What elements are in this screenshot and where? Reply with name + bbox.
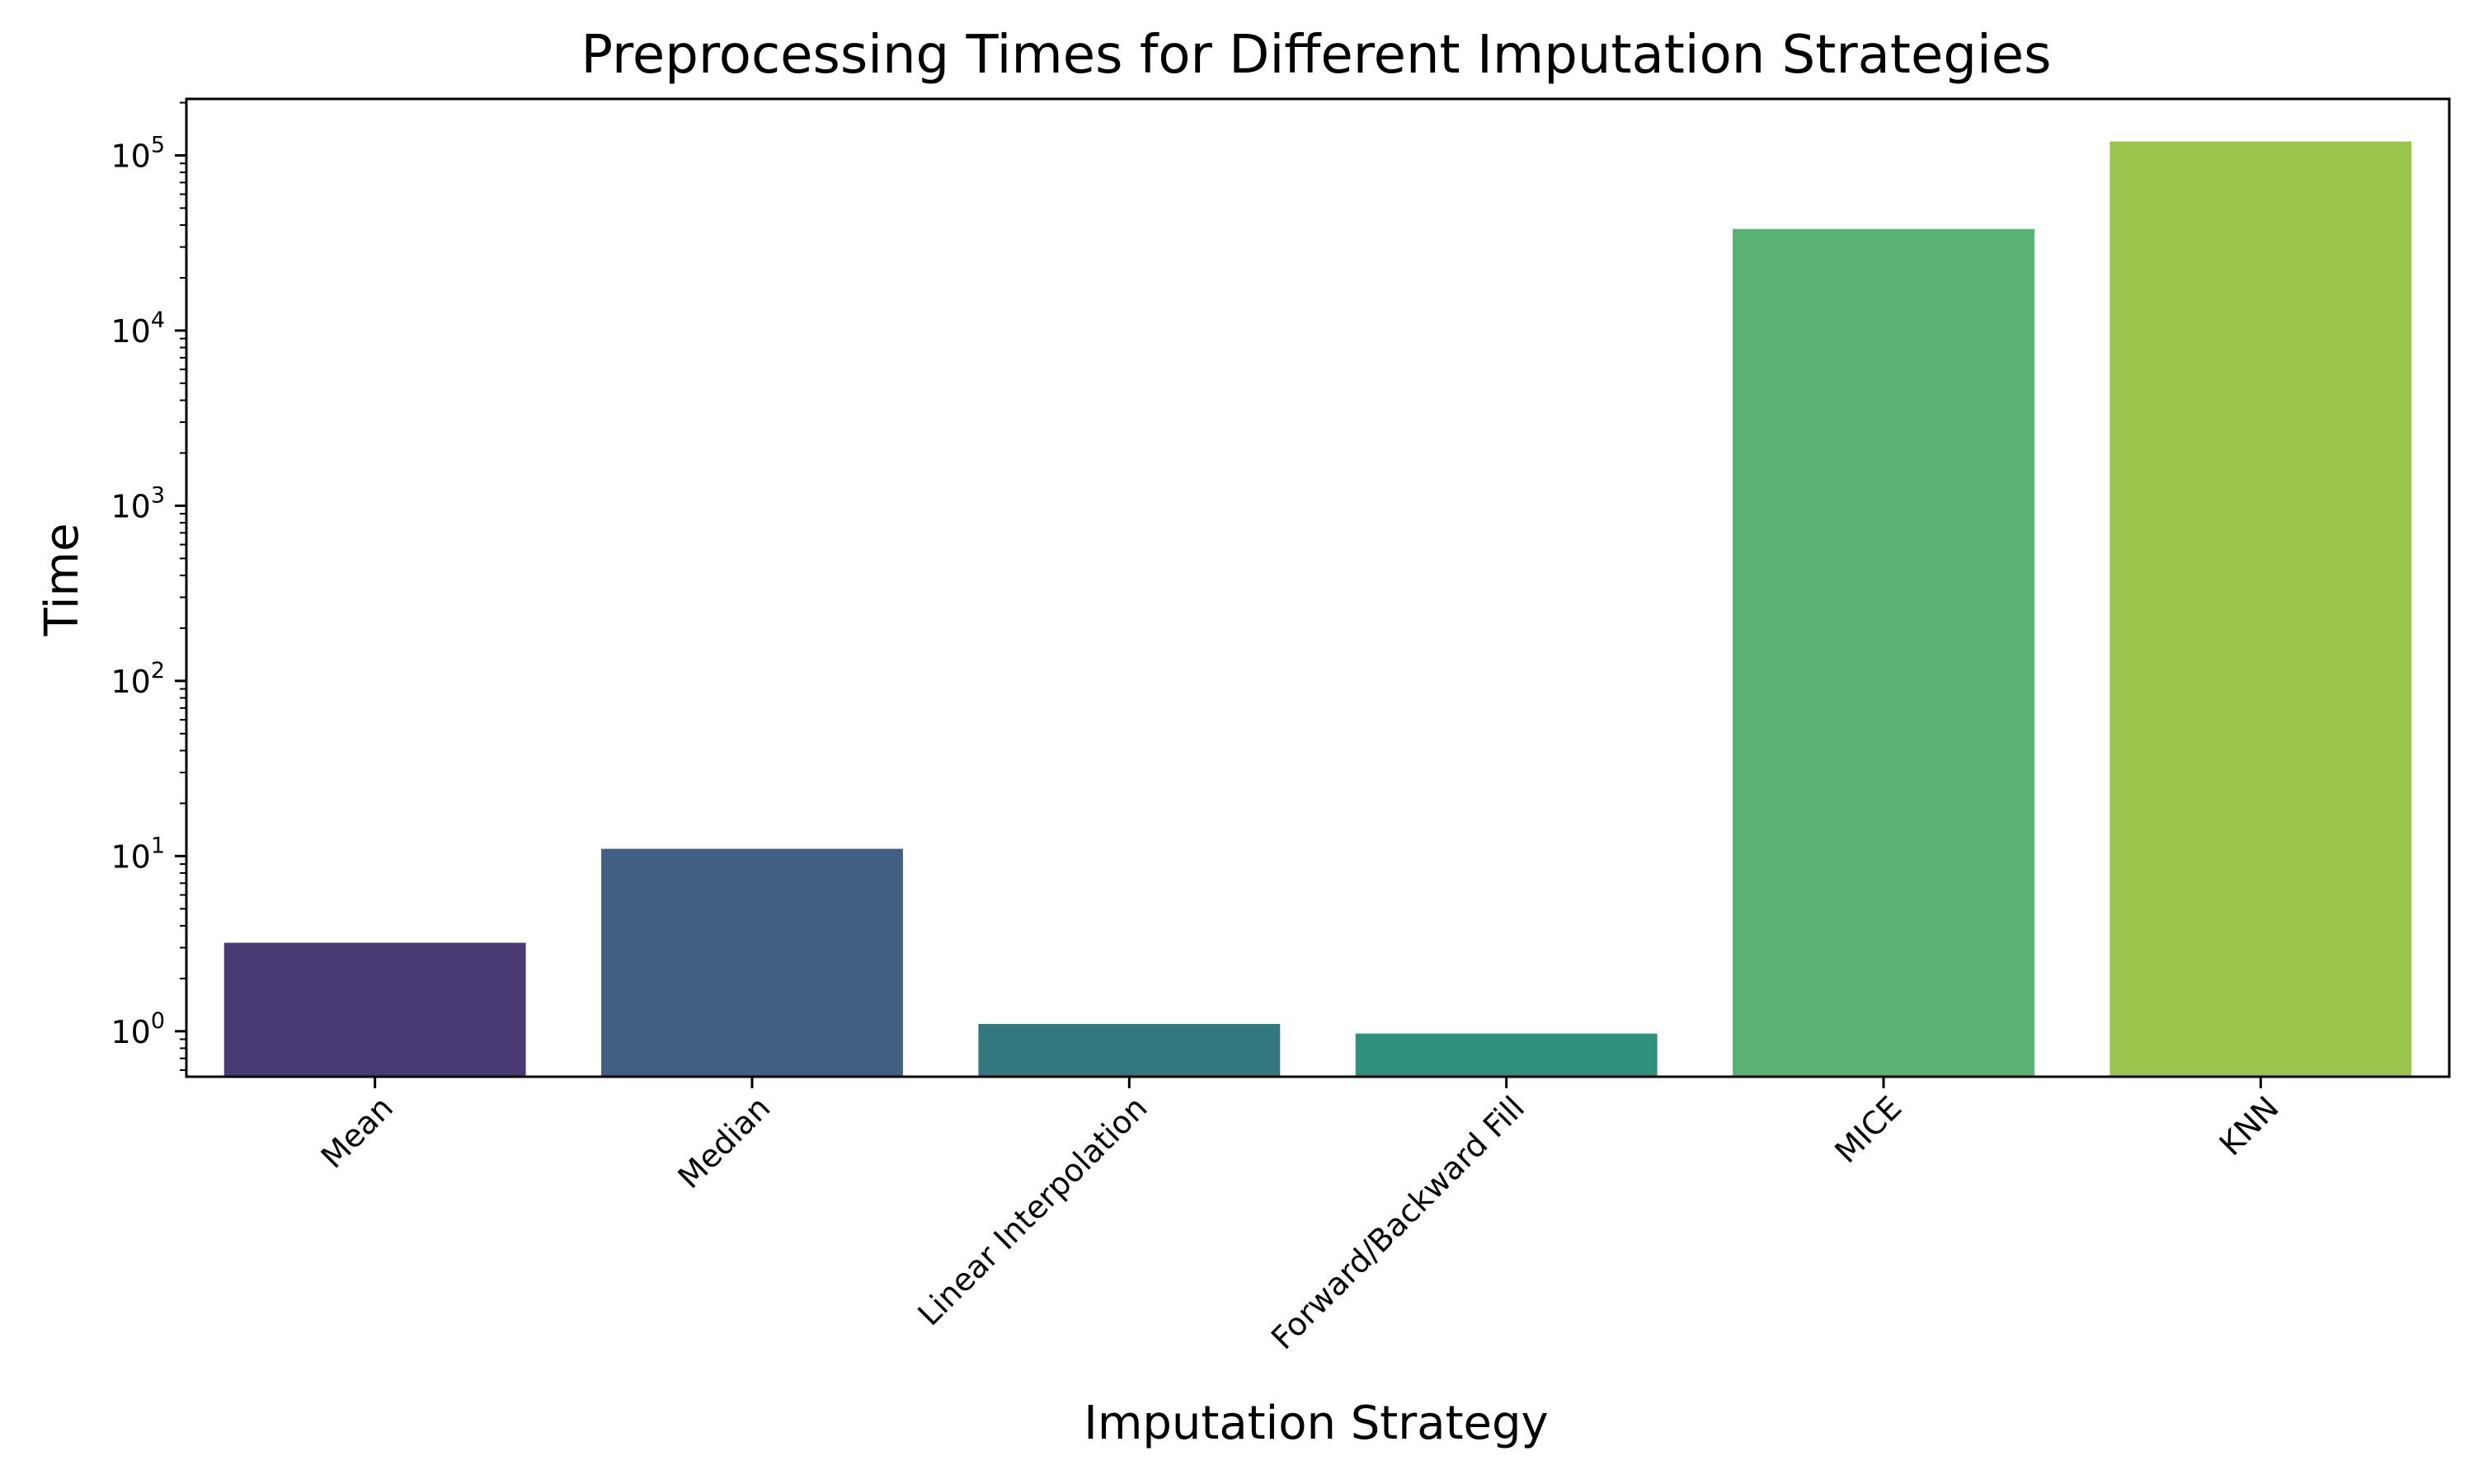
chart-title: Preprocessing Times for Different Imputa… <box>581 25 2052 86</box>
x-tick-label: KNN <box>2213 1089 2286 1162</box>
y-tick-label: 102 <box>111 658 165 700</box>
bar-forward-backward-fill <box>1355 1033 1658 1077</box>
plot-frame <box>185 97 2451 1078</box>
bar-mice <box>1733 228 2034 1078</box>
x-tick-label: Forward/Backward Fill <box>1264 1089 1531 1356</box>
y-tick-label: 100 <box>111 1008 165 1050</box>
bar-group <box>223 141 2412 1078</box>
bar-median <box>601 848 903 1077</box>
y-tick-label: 105 <box>111 132 165 174</box>
bar-linear-interpolation <box>978 1024 1281 1077</box>
y-tick-label: 104 <box>111 308 165 350</box>
y-axis-label: Time <box>35 523 89 636</box>
y-tick-label: 101 <box>111 833 165 875</box>
x-axis-ticks: Mean Median Linear Interpolation Forward/Ba… <box>314 1077 2286 1356</box>
x-tick-label: Linear Interpolation <box>911 1089 1155 1332</box>
y-tick-label: 103 <box>111 482 165 524</box>
bar-mean <box>223 942 526 1077</box>
x-tick-label: Mean <box>314 1089 400 1175</box>
x-tick-label: Median <box>671 1089 778 1195</box>
x-tick-label: MICE <box>1827 1089 1908 1170</box>
x-axis-label: Imputation Strategy <box>1084 1397 1548 1450</box>
bar-knn <box>2109 141 2412 1078</box>
y-axis-ticks: 100 101 102 103 104 105 <box>111 101 186 1071</box>
